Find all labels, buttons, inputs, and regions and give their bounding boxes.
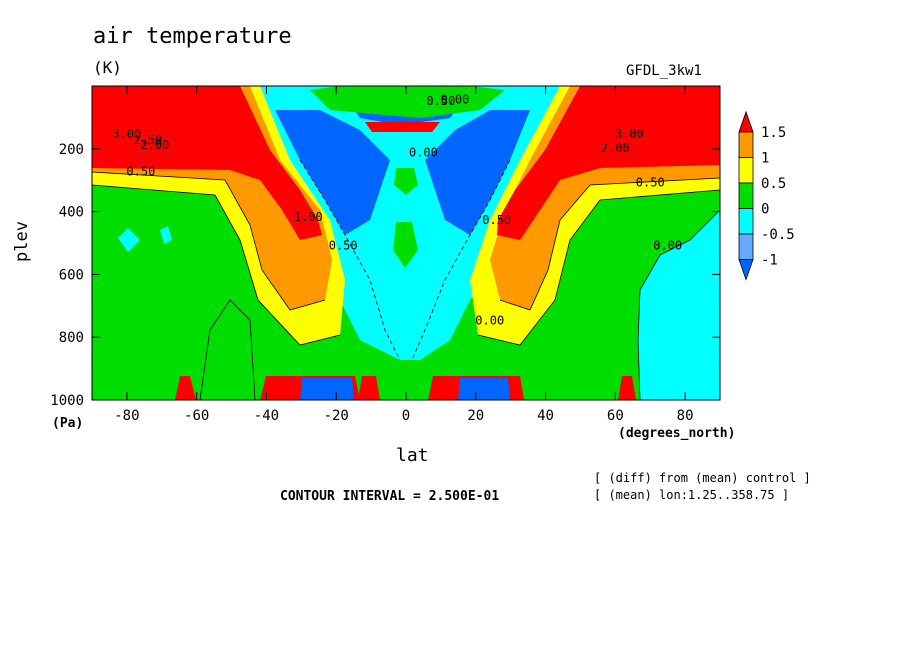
y-tick-label: 800 [59,330,84,346]
contour-labels: 3.002.502.000.501.000.500.500.000.000.50… [112,92,682,327]
colorbar-label: 1.5 [761,125,786,141]
y-tick-label: 600 [59,267,84,283]
contour-label: 0.50 [636,175,665,189]
colorbar-segment [738,233,754,260]
colorbar-segment [738,131,754,158]
band-green-cap [310,86,505,118]
band-green-center1 [394,168,418,195]
contour-label: 0.00 [440,92,469,106]
contour-label: 0.00 [475,314,504,328]
contour-label: 2.00 [140,138,169,152]
band-blue-left [275,110,390,235]
contour-label: 0.50 [329,238,358,252]
x-tick-label: 60 [607,408,624,424]
contour-label: 3.00 [615,127,644,141]
contour-label: 2.00 [601,141,630,155]
x-tick-label: 0 [402,408,410,424]
colorbar-segment [738,182,754,209]
contour-label: 1.00 [294,210,323,224]
surface-patch-6 [458,378,510,400]
model-name: GFDL_3kw1 [626,63,702,79]
mean-note: [ (mean) lon:1.25..358.75 ] [594,488,790,502]
band-cyan-left1 [118,228,140,252]
y-tick-label: 1000 [50,393,84,409]
colorbar-label: 0.5 [761,176,786,192]
x-tick-label: -60 [184,408,209,424]
x-tick-label: 40 [537,408,554,424]
band-red-cap [365,122,440,132]
band-red-right [497,86,720,240]
chart-units: (K) [93,58,122,77]
surface-patch-1 [175,376,196,400]
band-cyan-right [638,210,720,400]
colorbar-segment [738,157,754,184]
chart-title: air temperature [93,24,292,49]
colorbar-arrow-bottom [738,259,754,281]
colorbar-arrow-top [738,110,754,133]
surface-patch-3 [300,378,354,400]
x-axis-ticks: -80 -60 -40 -20 0 20 40 60 80 [114,86,694,424]
band-cyan-left2 [160,226,172,244]
colorbar-label: 0 [761,202,769,218]
x-tick-label: -40 [254,408,279,424]
x-tick-label: 80 [677,408,694,424]
colorbar-label: -1 [761,253,778,269]
band-green-center2 [393,222,418,268]
contour-label: 3.00 [112,127,141,141]
x-axis-label: lat [396,445,429,466]
y-axis-ticks: 200 400 600 800 1000 [50,142,720,409]
contour-interval: CONTOUR INTERVAL = 2.500E-01 [280,489,500,504]
colorbar-label: -0.5 [761,227,795,243]
surface-patch-4 [358,376,380,400]
y-tick-label: 200 [59,142,84,158]
x-axis-units: (degrees_north) [618,426,736,441]
contour-label: 0.00 [409,146,438,160]
colorbar: 1.5 1 0.5 0 -0.5 -1 [738,110,795,281]
colorbar-label: 1 [761,151,769,167]
contour-label: 0.00 [653,238,682,252]
contour-label: 0.50 [426,94,455,108]
x-tick-label: -20 [324,408,349,424]
contour-label: 0.50 [126,164,155,178]
band-blue-right [425,110,530,235]
surface-patch-7 [618,376,636,400]
x-tick-label: -80 [114,408,139,424]
x-tick-label: 20 [467,408,484,424]
y-tick-label: 400 [59,205,84,221]
y-axis-units: (Pa) [52,416,84,431]
contour-label: 0.50 [482,213,511,227]
diff-note: [ (diff) from (mean) control ] [594,471,811,485]
colorbar-segment [738,208,754,235]
contour-label: 2.50 [133,133,162,147]
band-red-left [92,86,322,240]
